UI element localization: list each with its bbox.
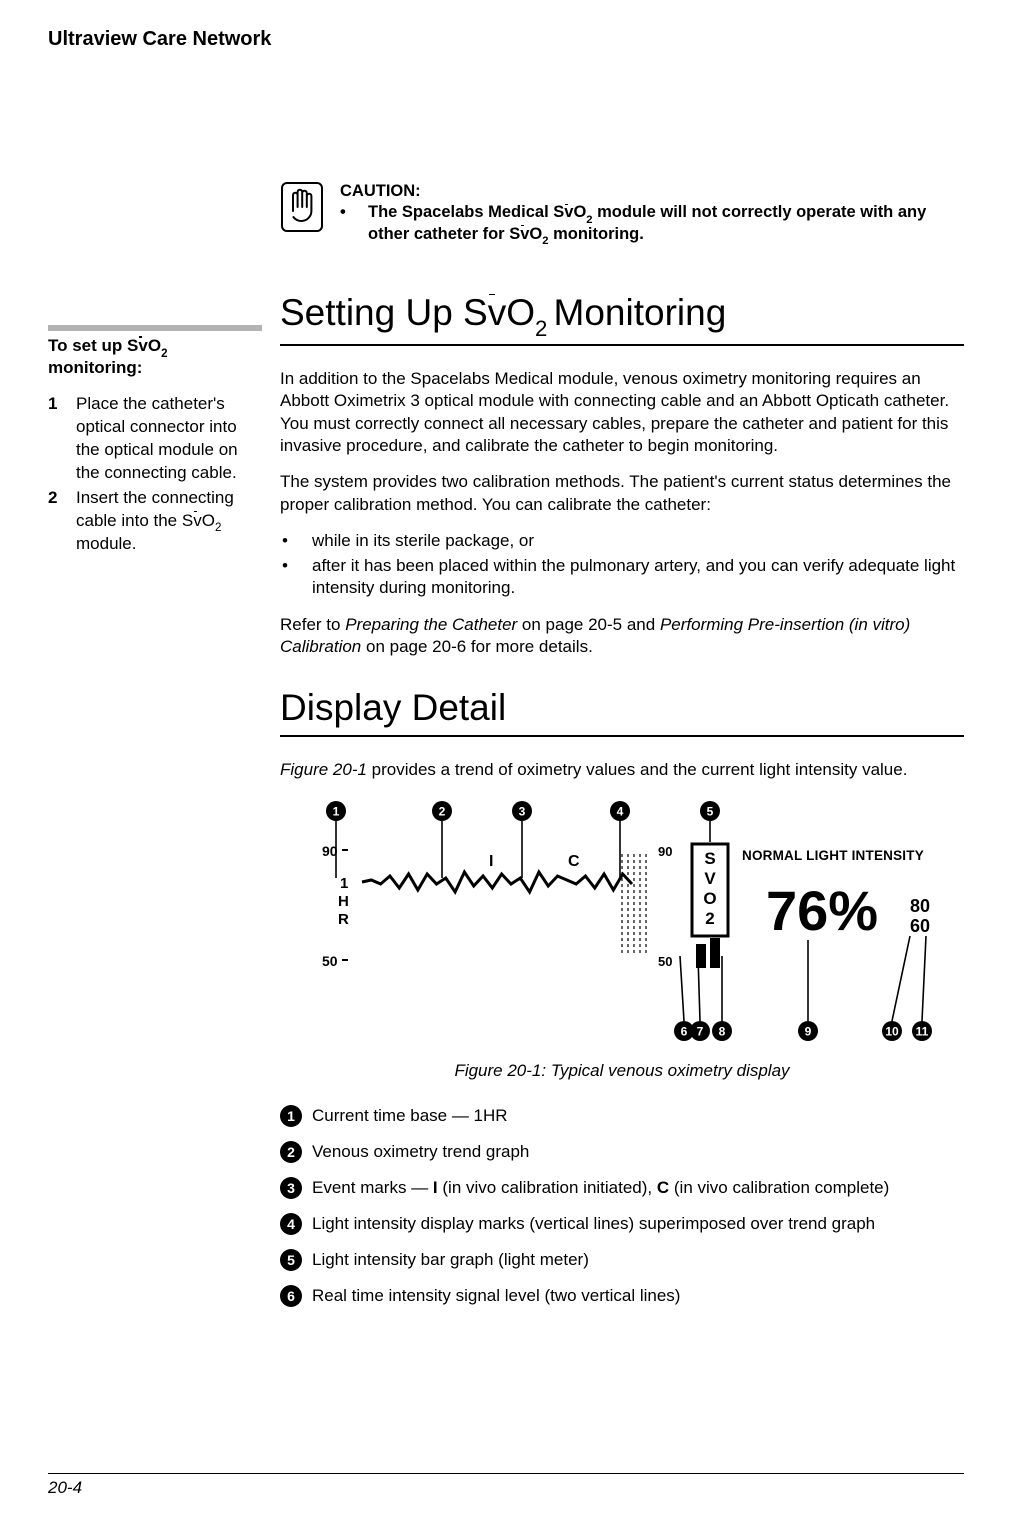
svg-text:80: 80 [910, 896, 930, 916]
main-column: CAUTION: • The Spacelabs Medical SvO2 mo… [280, 181, 964, 1321]
svg-text:NORMAL LIGHT INTENSITY: NORMAL LIGHT INTENSITY [742, 848, 924, 863]
legend-4: 4 Light intensity display marks (vertica… [280, 1213, 964, 1235]
svg-text:1: 1 [333, 804, 340, 818]
svg-text:1: 1 [340, 875, 348, 892]
svg-text:C: C [568, 853, 580, 870]
sidebar-rule [48, 325, 262, 331]
svg-text:O: O [703, 889, 716, 908]
svg-text:3: 3 [519, 804, 526, 818]
legend-3: 3 Event marks — I (in vivo calibration i… [280, 1177, 964, 1199]
figure-caption: Figure 20-1: Typical venous oximetry dis… [280, 1061, 964, 1081]
page-number: 20-4 [48, 1478, 964, 1498]
svg-text:11: 11 [916, 1024, 929, 1038]
svg-text:2: 2 [439, 804, 446, 818]
h2-rule [280, 735, 964, 737]
footer: 20-4 [48, 1473, 964, 1499]
sidebar: To set up SvO2 monitoring: 1 Place the c… [48, 325, 280, 1321]
section1-p1: In addition to the Spacelabs Medical mod… [280, 368, 964, 458]
svg-text:I: I [489, 853, 493, 870]
svg-text:50: 50 [322, 953, 338, 969]
svg-text:S: S [704, 849, 715, 868]
svg-text:H: H [338, 893, 349, 910]
svg-text:2: 2 [705, 909, 714, 928]
section2-heading: Display Detail [280, 687, 964, 729]
legend-1: 1 Current time base — 1HR [280, 1105, 964, 1127]
running-header: Ultraview Care Network [48, 28, 964, 51]
hand-stop-icon [280, 181, 340, 245]
legend-6: 6 Real time intensity signal level (two … [280, 1285, 964, 1307]
sidebar-step-2: 2 Insert the connecting cable into the S… [48, 487, 262, 556]
section1-p3: Refer to Preparing the Catheter on page … [280, 614, 964, 659]
svg-text:4: 4 [617, 804, 624, 818]
section1-bullets: •while in its sterile package, or •after… [280, 530, 964, 599]
svg-text:V: V [704, 869, 716, 888]
h1-rule [280, 344, 964, 346]
svg-text:76%: 76% [766, 879, 878, 942]
sidebar-step-1: 1 Place the catheter's optical connector… [48, 393, 262, 485]
figure-20-1: 90501HR9050ICSVO2NORMAL LIGHT INTENSITY7… [280, 795, 964, 1081]
legend-5: 5 Light intensity bar graph (light meter… [280, 1249, 964, 1271]
svg-text:10: 10 [885, 1024, 899, 1038]
legend-2: 2 Venous oximetry trend graph [280, 1141, 964, 1163]
svg-text:90: 90 [658, 844, 672, 859]
caution-bullet: • The Spacelabs Medical SvO2 module will… [340, 202, 964, 245]
svg-text:6: 6 [681, 1024, 688, 1038]
svg-text:R: R [338, 911, 349, 928]
sidebar-heading: To set up SvO2 monitoring: [48, 335, 262, 379]
section1-heading: Setting Up SvO2 Monitoring [280, 291, 964, 335]
section2-p1: Figure 20-1 provides a trend of oximetry… [280, 759, 964, 781]
caution-block: CAUTION: • The Spacelabs Medical SvO2 mo… [280, 181, 964, 245]
section1-p2: The system provides two calibration meth… [280, 471, 964, 516]
svg-text:60: 60 [910, 916, 930, 936]
svg-text:5: 5 [707, 804, 714, 818]
legend: 1 Current time base — 1HR 2 Venous oxime… [280, 1105, 964, 1307]
svg-text:8: 8 [719, 1024, 726, 1038]
caution-label: CAUTION: [340, 181, 964, 202]
svg-text:9: 9 [805, 1024, 812, 1038]
svg-text:50: 50 [658, 954, 672, 969]
svg-text:7: 7 [697, 1024, 704, 1038]
